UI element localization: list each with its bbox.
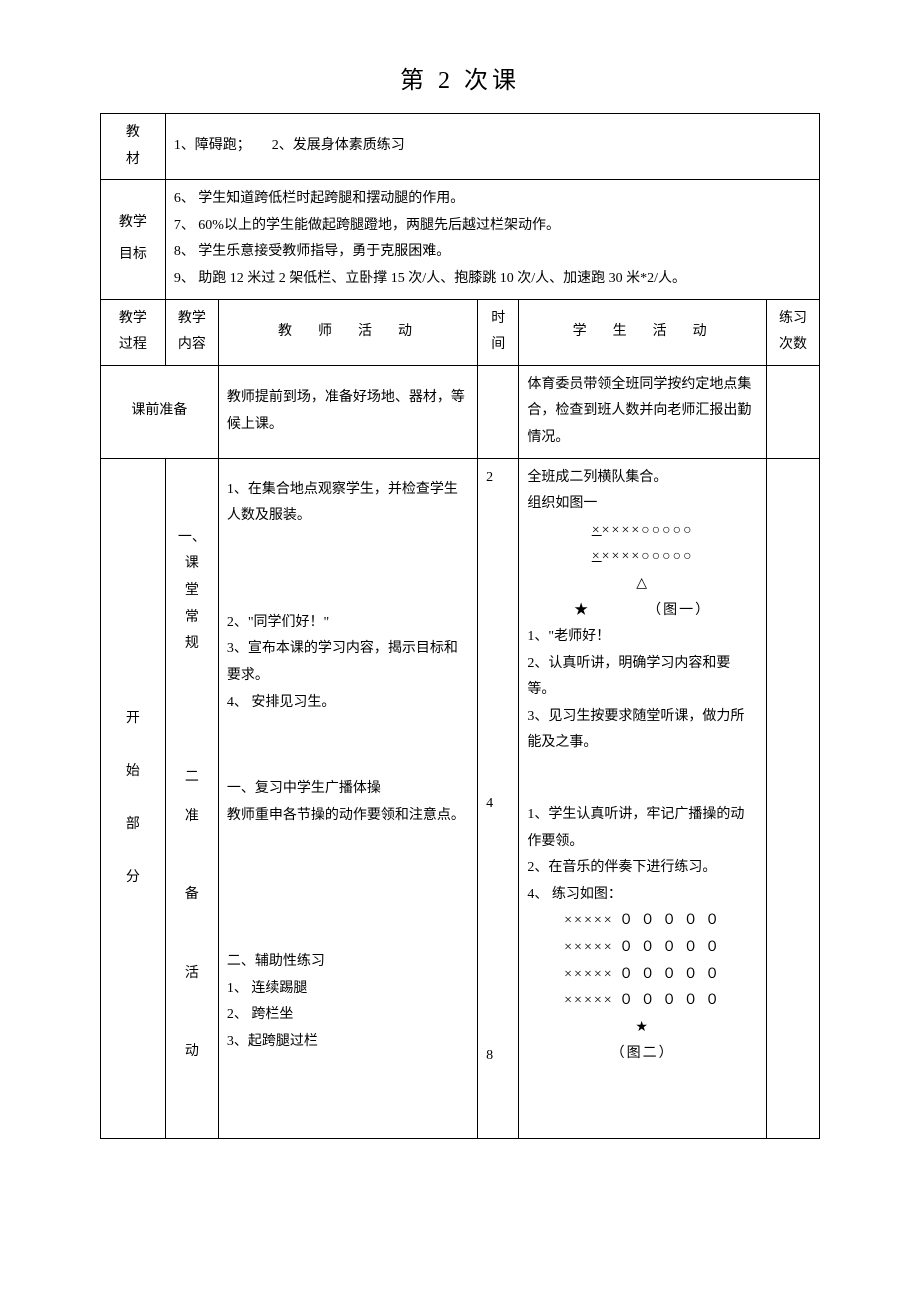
header-guocheng: 教学过程 bbox=[101, 299, 166, 365]
formation-star: ★ bbox=[527, 1015, 758, 1042]
teacher-text: 2、"同学们好！" 3、宣布本课的学习内容，揭示目标和要求。 4、 安排见习生。 bbox=[227, 610, 469, 716]
mubiao-item: 8、 学生乐意接受教师指导，勇于克服困难。 bbox=[174, 239, 811, 266]
prep-reps bbox=[766, 365, 819, 458]
jiaocai-content: 1、障碍跑； 2、发展身体素质练习 bbox=[165, 114, 819, 180]
lesson-plan-table: 教材 1、障碍跑； 2、发展身体素质练习 教学目标 6、 学生知道跨低栏时起跨腿… bbox=[100, 113, 820, 1139]
student-text: 1、学生认真听讲，牢记广播操的动作要领。 2、在音乐的伴奏下进行练习。 4、 练… bbox=[527, 802, 758, 908]
header-teacher: 教 师 活 动 bbox=[218, 299, 477, 365]
mubiao-item: 9、 助跑 12 米过 2 架低栏、立卧撑 15 次/人、抱膝跳 10 次/人、… bbox=[174, 266, 811, 293]
teacher-text: 一、复习中学生广播体操 教师重申各节操的动作要领和注意点。 bbox=[227, 776, 469, 829]
phase-kaishi: 开 始 部 分 bbox=[101, 458, 166, 1138]
formation-row: ××××× ０ ０ ０ ０ ０ bbox=[527, 988, 758, 1015]
page-title: 第 2 次课 bbox=[100, 60, 820, 95]
header-neirong: 教学内容 bbox=[165, 299, 218, 365]
prep-time bbox=[478, 365, 519, 458]
student-text: 全班成二列横队集合。 组织如图一 bbox=[527, 465, 758, 518]
formation-label: （图二） bbox=[527, 1041, 758, 1068]
time-val: 8 bbox=[486, 1043, 510, 1070]
time-val: 4 bbox=[486, 791, 510, 818]
mubiao-label: 教学目标 bbox=[101, 180, 166, 299]
prep-label: 课前准备 bbox=[101, 365, 219, 458]
jiaocai-label: 教材 bbox=[101, 114, 166, 180]
student-activity-cell: 全班成二列横队集合。 组织如图一 ××××××○○○○○××××○○○○○ ××… bbox=[519, 458, 767, 1138]
mubiao-item: 6、 学生知道跨低栏时起跨腿和摆动腿的作用。 bbox=[174, 186, 811, 213]
formation-star: ★ （图一） bbox=[527, 598, 758, 625]
prep-student: 体育委员带领全班同学按约定地点集合，检查到班人数并向老师汇报出勤情况。 bbox=[519, 365, 767, 458]
mubiao-item: 7、 60%以上的学生能做起跨腿蹬地，两腿先后越过栏架动作。 bbox=[174, 213, 811, 240]
formation-row: ××××× ０ ０ ０ ０ ０ bbox=[527, 962, 758, 989]
formation-triangle: △ bbox=[527, 571, 758, 598]
time-cell: 2 4 8 bbox=[478, 458, 519, 1138]
header-time: 时间 bbox=[478, 299, 519, 365]
content-column: 一、课堂常规 二准 备 活 动 bbox=[165, 458, 218, 1138]
formation-row: ××××× ０ ０ ０ ０ ０ bbox=[527, 935, 758, 962]
teacher-activity-cell: 1、在集合地点观察学生，并检查学生人数及服装。 2、"同学们好！" 3、宣布本课… bbox=[218, 458, 477, 1138]
prep-teacher: 教师提前到场，准备好场地、器材，等候上课。 bbox=[218, 365, 477, 458]
teacher-text: 1、在集合地点观察学生，并检查学生人数及服装。 bbox=[227, 477, 469, 530]
header-student: 学 生 活 动 bbox=[519, 299, 767, 365]
formation-row: ×××××○○○○○ bbox=[527, 544, 758, 571]
mubiao-content: 6、 学生知道跨低栏时起跨腿和摆动腿的作用。 7、 60%以上的学生能做起跨腿蹬… bbox=[165, 180, 819, 299]
teacher-text: 二、辅助性练习 1、 连续踢腿 2、 跨栏坐 3、起跨腿过栏 bbox=[227, 949, 469, 1055]
time-val: 2 bbox=[486, 465, 510, 492]
formation-row: ××××××○○○○○××××○○○○○ bbox=[527, 518, 758, 545]
student-text: 1、"老师好！ 2、认真听讲，明确学习内容和要等。 3、见习生按要求随堂听课，做… bbox=[527, 624, 758, 757]
formation-row: ××××× ０ ０ ０ ０ ０ bbox=[527, 908, 758, 935]
reps-cell bbox=[766, 458, 819, 1138]
header-reps: 练习次数 bbox=[766, 299, 819, 365]
